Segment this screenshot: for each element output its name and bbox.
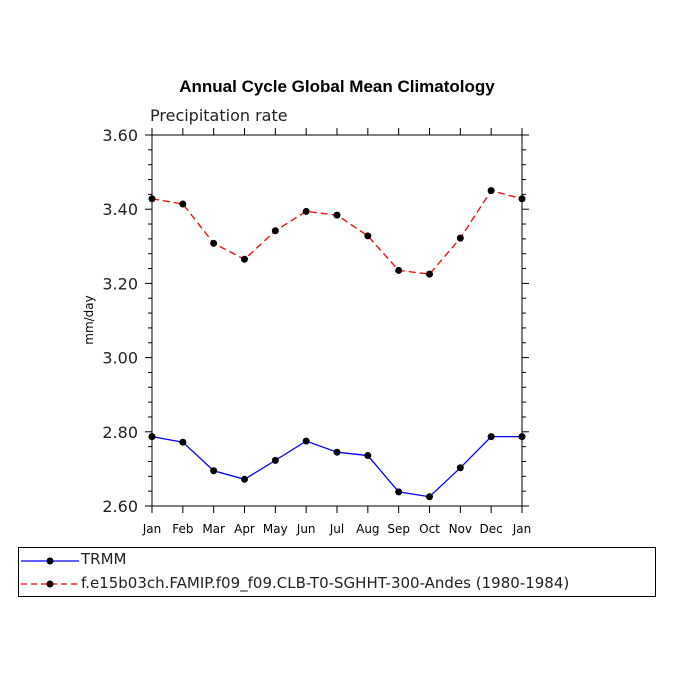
data-point xyxy=(395,488,403,496)
data-point xyxy=(364,452,372,460)
legend-line-solid-icon xyxy=(21,557,79,565)
data-point xyxy=(395,266,403,274)
legend: TRMM f.e15b03ch.FAMIP.f09_f09.CLB-T0-SGH… xyxy=(18,547,656,597)
y-tick-label: 3.20 xyxy=(102,274,138,293)
data-point xyxy=(210,467,218,475)
y-tick-label: 3.60 xyxy=(102,126,138,145)
x-tick-label: Feb xyxy=(172,522,193,536)
data-point xyxy=(518,433,526,441)
x-tick-label: Nov xyxy=(449,522,472,536)
data-point xyxy=(241,475,248,483)
data-point xyxy=(302,437,310,445)
plot-layer: 2.60 2.80 3.00 3.20 3.40 3.60 Jan Feb Mar Apr May J… xyxy=(102,126,531,536)
data-point xyxy=(302,207,310,215)
data-point xyxy=(333,448,341,456)
data-point xyxy=(271,227,279,235)
x-tick-label: Mar xyxy=(202,522,225,536)
data-point xyxy=(179,200,187,208)
x-tick-label: Jan xyxy=(512,522,532,536)
data-point xyxy=(364,232,372,240)
legend-label-trmm: TRMM xyxy=(81,550,127,568)
data-point xyxy=(456,464,464,472)
chart-subtitle: Precipitation rate xyxy=(150,106,288,125)
x-tick-label: Jan xyxy=(142,522,162,536)
x-tick-label: Aug xyxy=(356,522,379,536)
legend-label-model: f.e15b03ch.FAMIP.f09_f09.CLB-T0-SGHHT-30… xyxy=(81,574,570,592)
x-tick-label: Oct xyxy=(419,522,440,536)
series-line-0 xyxy=(151,435,522,498)
y-tick-label: 2.60 xyxy=(102,497,138,516)
data-point xyxy=(179,438,187,446)
data-point xyxy=(148,433,156,441)
legend-line-dashed-icon xyxy=(21,580,79,588)
x-tick-label: Sep xyxy=(387,522,410,536)
data-point xyxy=(426,493,433,501)
data-point xyxy=(456,234,464,242)
y-tick-label: 3.40 xyxy=(102,200,138,219)
data-point xyxy=(210,239,218,247)
data-point xyxy=(148,195,156,203)
legend-item-trmm: TRMM xyxy=(19,548,655,572)
x-tick-label: Jun xyxy=(296,522,316,536)
x-tick-label: May xyxy=(263,522,288,536)
data-point xyxy=(241,255,248,263)
chart-area: Annual Cycle Global Mean Climatology Pre… xyxy=(82,77,531,536)
y-tick-label: 3.00 xyxy=(102,349,138,368)
data-point xyxy=(426,270,433,278)
data-point xyxy=(487,187,495,195)
data-point xyxy=(271,456,279,464)
chart-title: Annual Cycle Global Mean Climatology xyxy=(179,77,495,96)
data-point xyxy=(518,195,526,203)
x-tick-label: Dec xyxy=(480,522,503,536)
legend-item-model: f.e15b03ch.FAMIP.f09_f09.CLB-T0-SGHHT-30… xyxy=(19,572,655,596)
y-axis-label: mm/day xyxy=(82,295,96,345)
x-tick-label: Jul xyxy=(329,522,344,536)
data-point xyxy=(487,433,495,441)
data-point xyxy=(333,211,341,219)
series-line-1 xyxy=(151,189,523,275)
x-tick-label: Apr xyxy=(234,522,255,536)
y-tick-label: 2.80 xyxy=(102,423,138,442)
